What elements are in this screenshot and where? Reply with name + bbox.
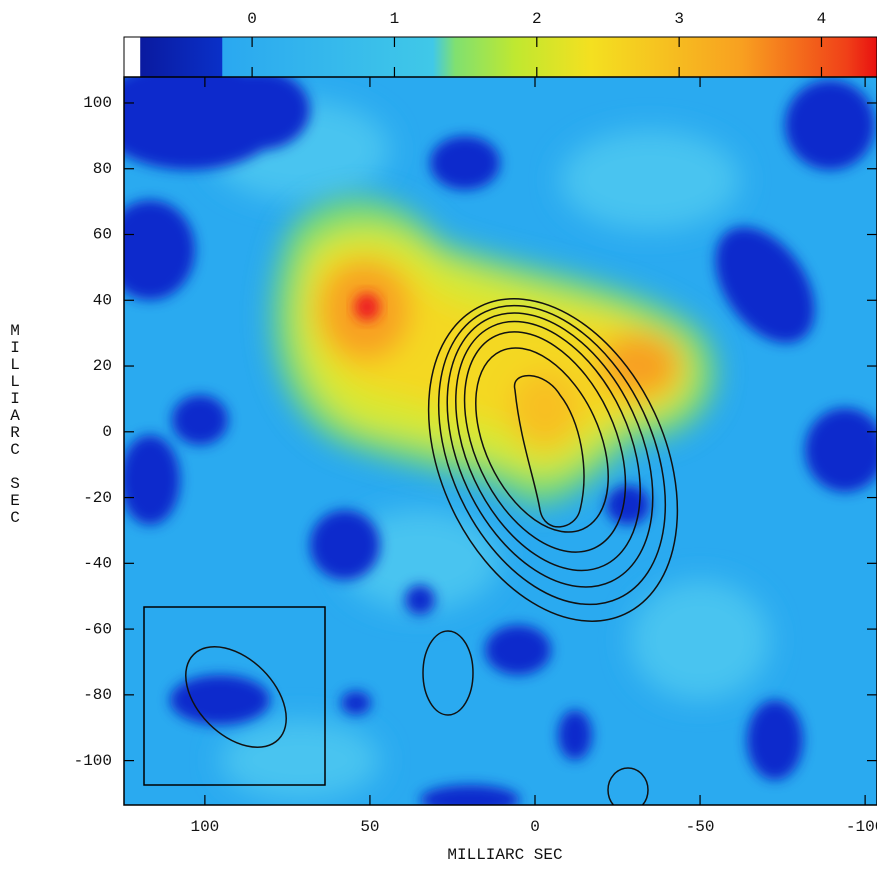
colorbar-tick-label: 4 [817, 10, 827, 28]
chart: MILLIARC SEC 100500-50-100-100-80-60-40-… [0, 0, 877, 869]
page: MILLIARC SEC 100500-50-100-100-80-60-40-… [0, 0, 877, 869]
y-tick-label: -40 [83, 555, 112, 573]
intensity-map [95, 60, 877, 815]
y-tick-label: -100 [74, 752, 112, 770]
y-tick-label: 20 [93, 357, 112, 375]
colorbar-tick-label: 1 [390, 10, 400, 28]
y-tick-label: -80 [83, 686, 112, 704]
y-tick-label: -20 [83, 489, 112, 507]
y-tick-label: 100 [83, 94, 112, 112]
x-tick-label: -100 [846, 818, 877, 836]
y-tick-label: 60 [93, 226, 112, 244]
y-tick-label: 80 [93, 160, 112, 178]
x-tick-label: 0 [530, 818, 540, 836]
y-tick-label: -60 [83, 620, 112, 638]
colorbar-tick-label: 0 [247, 10, 257, 28]
x-tick-label: -50 [686, 818, 715, 836]
colorbar [124, 37, 877, 77]
y-tick-label: 0 [102, 423, 112, 441]
colorbar-tick-label: 2 [532, 10, 542, 28]
colorbar-tick-label: 3 [674, 10, 684, 28]
y-axis-title: MILLIARC SEC [6, 322, 24, 526]
y-tick-label: 40 [93, 291, 112, 309]
x-tick-label: 100 [190, 818, 219, 836]
x-tick-label: 50 [360, 818, 379, 836]
x-axis-title: MILLIARC SEC [447, 846, 562, 864]
